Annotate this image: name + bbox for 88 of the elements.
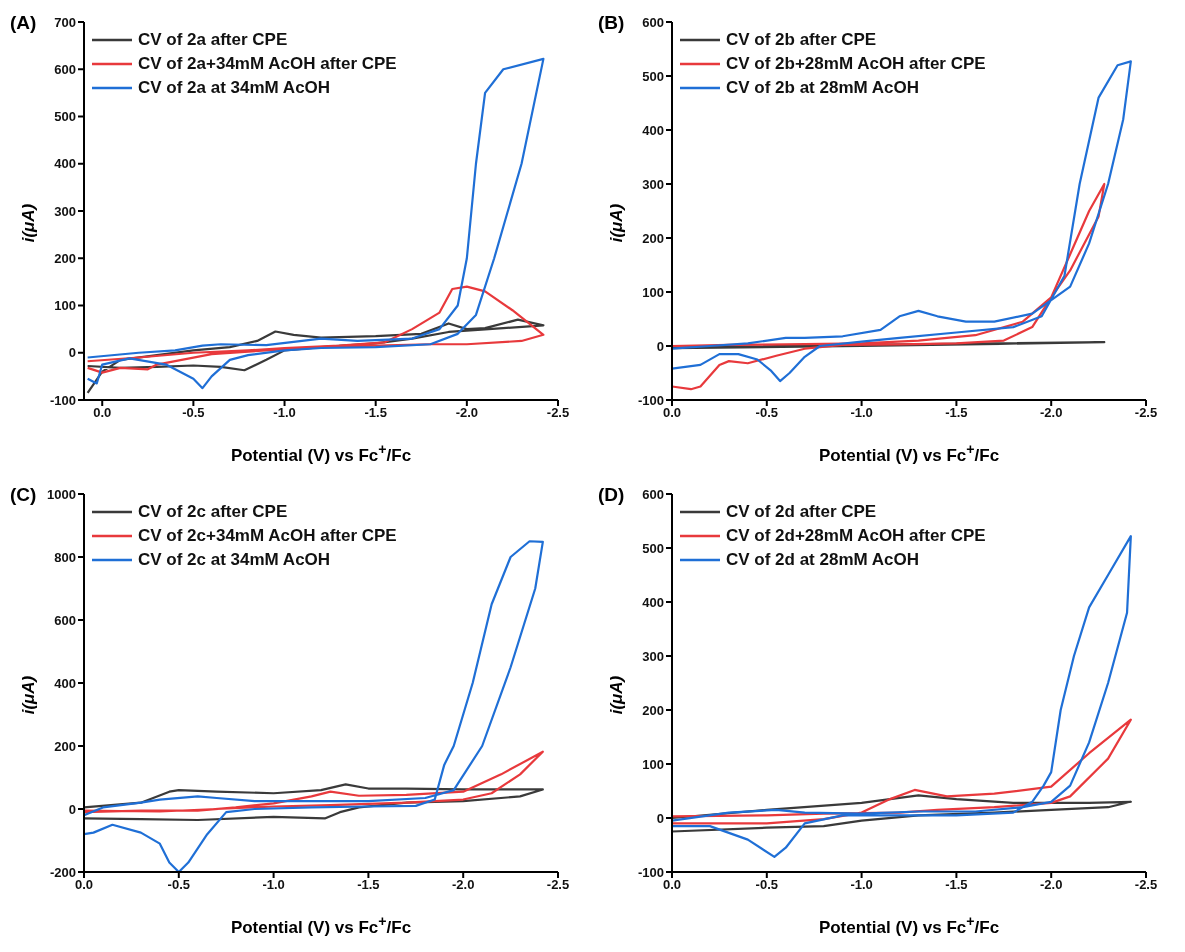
x-tick-label: -2.5 [546, 405, 570, 421]
y-tick-label: 200 [54, 250, 76, 266]
y-tick-label: 0 [656, 338, 664, 354]
y-tick-label: 100 [642, 756, 664, 772]
x-axis-title: Potential (V) vs Fc$^{+}$/Fc [229, 441, 413, 466]
line-series [672, 718, 1132, 825]
line-series [86, 57, 545, 390]
y-tick-label: 500 [54, 109, 76, 125]
y-tick-label: 300 [54, 203, 76, 219]
x-axis-title: Potential (V) vs Fc$^{+}$/Fc [229, 913, 413, 938]
y-tick-label: 1000 [47, 486, 76, 502]
x-axis-title: Potential (V) vs Fc$^{+}$/Fc [817, 913, 1001, 938]
y-axis-title: i(μA) [607, 203, 627, 243]
x-tick-label: -2.0 [452, 877, 475, 893]
y-tick-label: 0 [656, 810, 664, 826]
y-tick-label: 400 [642, 122, 664, 138]
y-tick-label: 300 [642, 176, 664, 192]
y-tick-label: 600 [642, 14, 664, 30]
x-tick-label: -2.5 [546, 877, 570, 893]
x-tick-label: -1.0 [850, 877, 873, 893]
x-tick-label: -2.0 [1040, 405, 1063, 421]
legend-label: CV of 2a at 34mM AcOH [138, 77, 331, 99]
y-axis-title: i(μA) [19, 203, 39, 243]
x-tick-label: 0.0 [93, 405, 112, 421]
y-tick-label: 200 [54, 738, 76, 754]
y-tick-label: 300 [642, 648, 664, 664]
y-tick-label: 500 [642, 68, 664, 84]
x-tick-label: -1.5 [945, 877, 968, 893]
legend-label: CV of 2a after CPE [138, 29, 288, 51]
legend-label: CV of 2d at 28mM AcOH [726, 549, 920, 571]
y-tick-label: 400 [642, 594, 664, 610]
y-tick-label: 200 [642, 702, 664, 718]
legend-label: CV of 2b at 28mM AcOH [726, 77, 920, 99]
x-tick-label: -1.5 [945, 405, 968, 421]
y-tick-label: 100 [642, 284, 664, 300]
y-tick-label: 600 [54, 612, 76, 628]
y-tick-label: 600 [54, 61, 76, 77]
line-series [84, 750, 544, 814]
x-tick-label: -1.5 [364, 405, 387, 421]
y-tick-label: 700 [54, 14, 76, 30]
y-tick-label: -200 [49, 864, 76, 880]
legend-label: CV of 2b after CPE [726, 29, 877, 51]
y-tick-label: 500 [642, 540, 664, 556]
legend-label: CV of 2c at 34mM AcOH [138, 549, 331, 571]
x-tick-label: -0.5 [167, 877, 190, 893]
x-tick-label: -2.0 [455, 405, 479, 421]
legend-label: CV of 2c after CPE [138, 501, 288, 523]
y-tick-label: 0 [68, 345, 76, 361]
legend-label: CV of 2d after CPE [726, 501, 877, 523]
legend-label: CV of 2b+28mM AcOH after CPE [726, 53, 986, 75]
y-tick-label: 0 [68, 801, 76, 817]
y-tick-label: -100 [49, 392, 76, 408]
chart-title: (B) [598, 12, 625, 34]
x-tick-label: -2.5 [1134, 405, 1158, 421]
y-tick-label: 800 [54, 549, 76, 565]
y-tick-label: -100 [637, 392, 664, 408]
y-tick-label: -100 [637, 864, 664, 880]
x-tick-label: -0.5 [755, 405, 778, 421]
x-tick-label: 0.0 [662, 405, 682, 421]
x-tick-label: -1.0 [262, 877, 285, 893]
x-tick-label: 0.0 [74, 877, 94, 893]
legend-label: CV of 2c+34mM AcOH after CPE [138, 525, 397, 547]
x-tick-label: -1.0 [850, 405, 873, 421]
chart-title: (C) [10, 484, 37, 506]
y-axis-title: i(μA) [19, 675, 39, 715]
chart-title: (A) [10, 12, 37, 34]
line-series [84, 540, 544, 872]
y-tick-label: 100 [54, 298, 76, 314]
x-tick-label: -2.5 [1134, 877, 1158, 893]
line-series [86, 285, 545, 374]
y-tick-label: 400 [54, 156, 76, 172]
chart-title: (D) [598, 484, 625, 506]
x-axis-title: Potential (V) vs Fc$^{+}$/Fc [817, 441, 1001, 466]
x-tick-label: 0.0 [662, 877, 682, 893]
y-tick-label: 200 [642, 230, 664, 246]
line-series [672, 794, 1132, 833]
legend-label: CV of 2d+28mM AcOH after CPE [726, 525, 986, 547]
y-axis-title: i(μA) [607, 675, 627, 715]
y-tick-label: 600 [642, 486, 664, 502]
line-series [84, 783, 544, 822]
x-tick-label: -1.0 [273, 405, 296, 421]
y-tick-label: 400 [54, 675, 76, 691]
x-tick-label: -1.5 [357, 877, 380, 893]
x-tick-label: -2.0 [1040, 877, 1063, 893]
legend-label: CV of 2a+34mM AcOH after CPE [138, 53, 397, 75]
x-tick-label: -0.5 [755, 877, 778, 893]
x-tick-label: -0.5 [182, 405, 205, 421]
line-series [672, 182, 1106, 391]
